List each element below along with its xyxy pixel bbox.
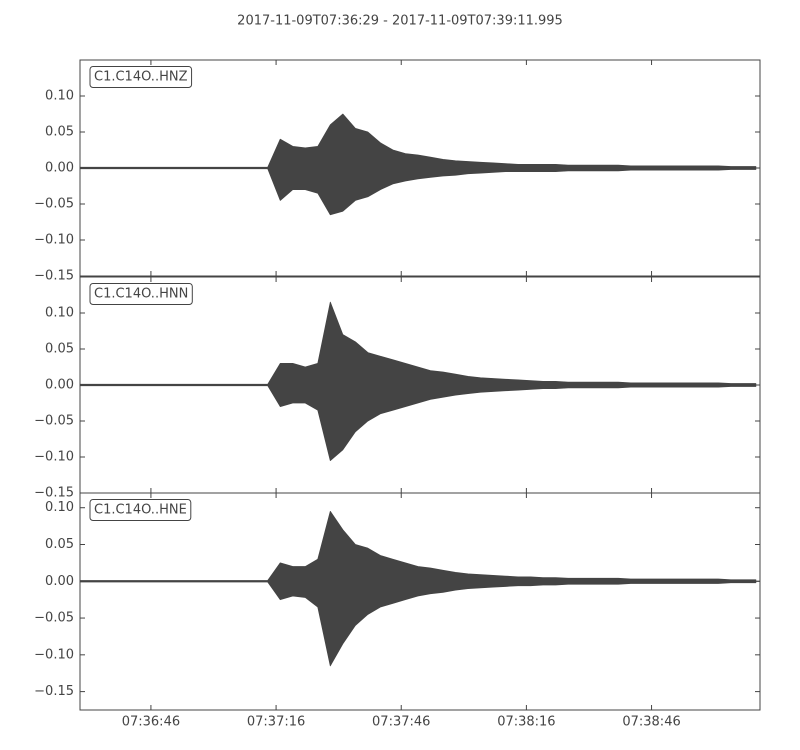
waveform-envelope <box>79 510 757 582</box>
trace-label: C1.C14O..HNN <box>94 287 188 302</box>
waveform-envelope <box>79 580 757 667</box>
x-tick-label: 07:36:46 <box>122 715 180 730</box>
waveform-envelope <box>79 113 757 169</box>
y-tick-label: 0.05 <box>45 537 74 552</box>
chart-title: 2017-11-09T07:36:29 - 2017-11-09T07:39:1… <box>237 14 563 29</box>
trace-label-box <box>89 499 192 521</box>
waveform-envelope <box>79 167 757 216</box>
y-tick-label: −0.15 <box>34 684 74 699</box>
trace-label: C1.C14O..HNE <box>94 503 187 518</box>
x-tick-label: 07:38:46 <box>622 715 680 730</box>
y-tick-label: −0.05 <box>34 611 74 626</box>
y-tick-label: 0.10 <box>45 89 74 104</box>
waveform-envelope <box>79 384 757 461</box>
y-tick-label: 0.05 <box>45 342 74 357</box>
panel: −0.15 −0.10 −0.05 0.00 0.05 0.10 C1.C14O..HNE <box>34 492 761 711</box>
waveform-envelope <box>79 301 757 386</box>
y-tick-label: 0.00 <box>45 378 74 393</box>
y-tick-label: −0.05 <box>34 197 74 212</box>
y-tick-label: 0.00 <box>45 161 74 176</box>
axes-frame <box>79 492 761 711</box>
panel: −0.15 −0.10 −0.05 0.00 0.05 0.10 C1.C14O..HNZ <box>34 59 761 284</box>
x-tick-label: 07:37:46 <box>372 715 430 730</box>
y-tick-label: −0.05 <box>34 414 74 429</box>
y-tick-label: −0.15 <box>34 269 74 284</box>
trace-label-box <box>89 283 193 305</box>
y-tick-label: 0.10 <box>45 500 74 515</box>
y-tick-label: 0.05 <box>45 125 74 140</box>
x-tick-label: 07:37:16 <box>247 715 305 730</box>
x-tick-label: 07:38:16 <box>497 715 555 730</box>
y-tick-label: −0.10 <box>34 647 74 662</box>
y-tick-label: −0.10 <box>34 233 74 248</box>
y-tick-label: −0.10 <box>34 450 74 465</box>
panel: −0.15 −0.10 −0.05 0.00 0.05 0.10 C1.C14O..HNN <box>34 276 761 501</box>
trace-label: C1.C14O..HNZ <box>94 70 188 85</box>
y-tick-label: 0.10 <box>45 306 74 321</box>
y-tick-label: −0.15 <box>34 486 74 501</box>
trace-label-box <box>89 66 193 88</box>
y-tick-label: 0.00 <box>45 574 74 589</box>
